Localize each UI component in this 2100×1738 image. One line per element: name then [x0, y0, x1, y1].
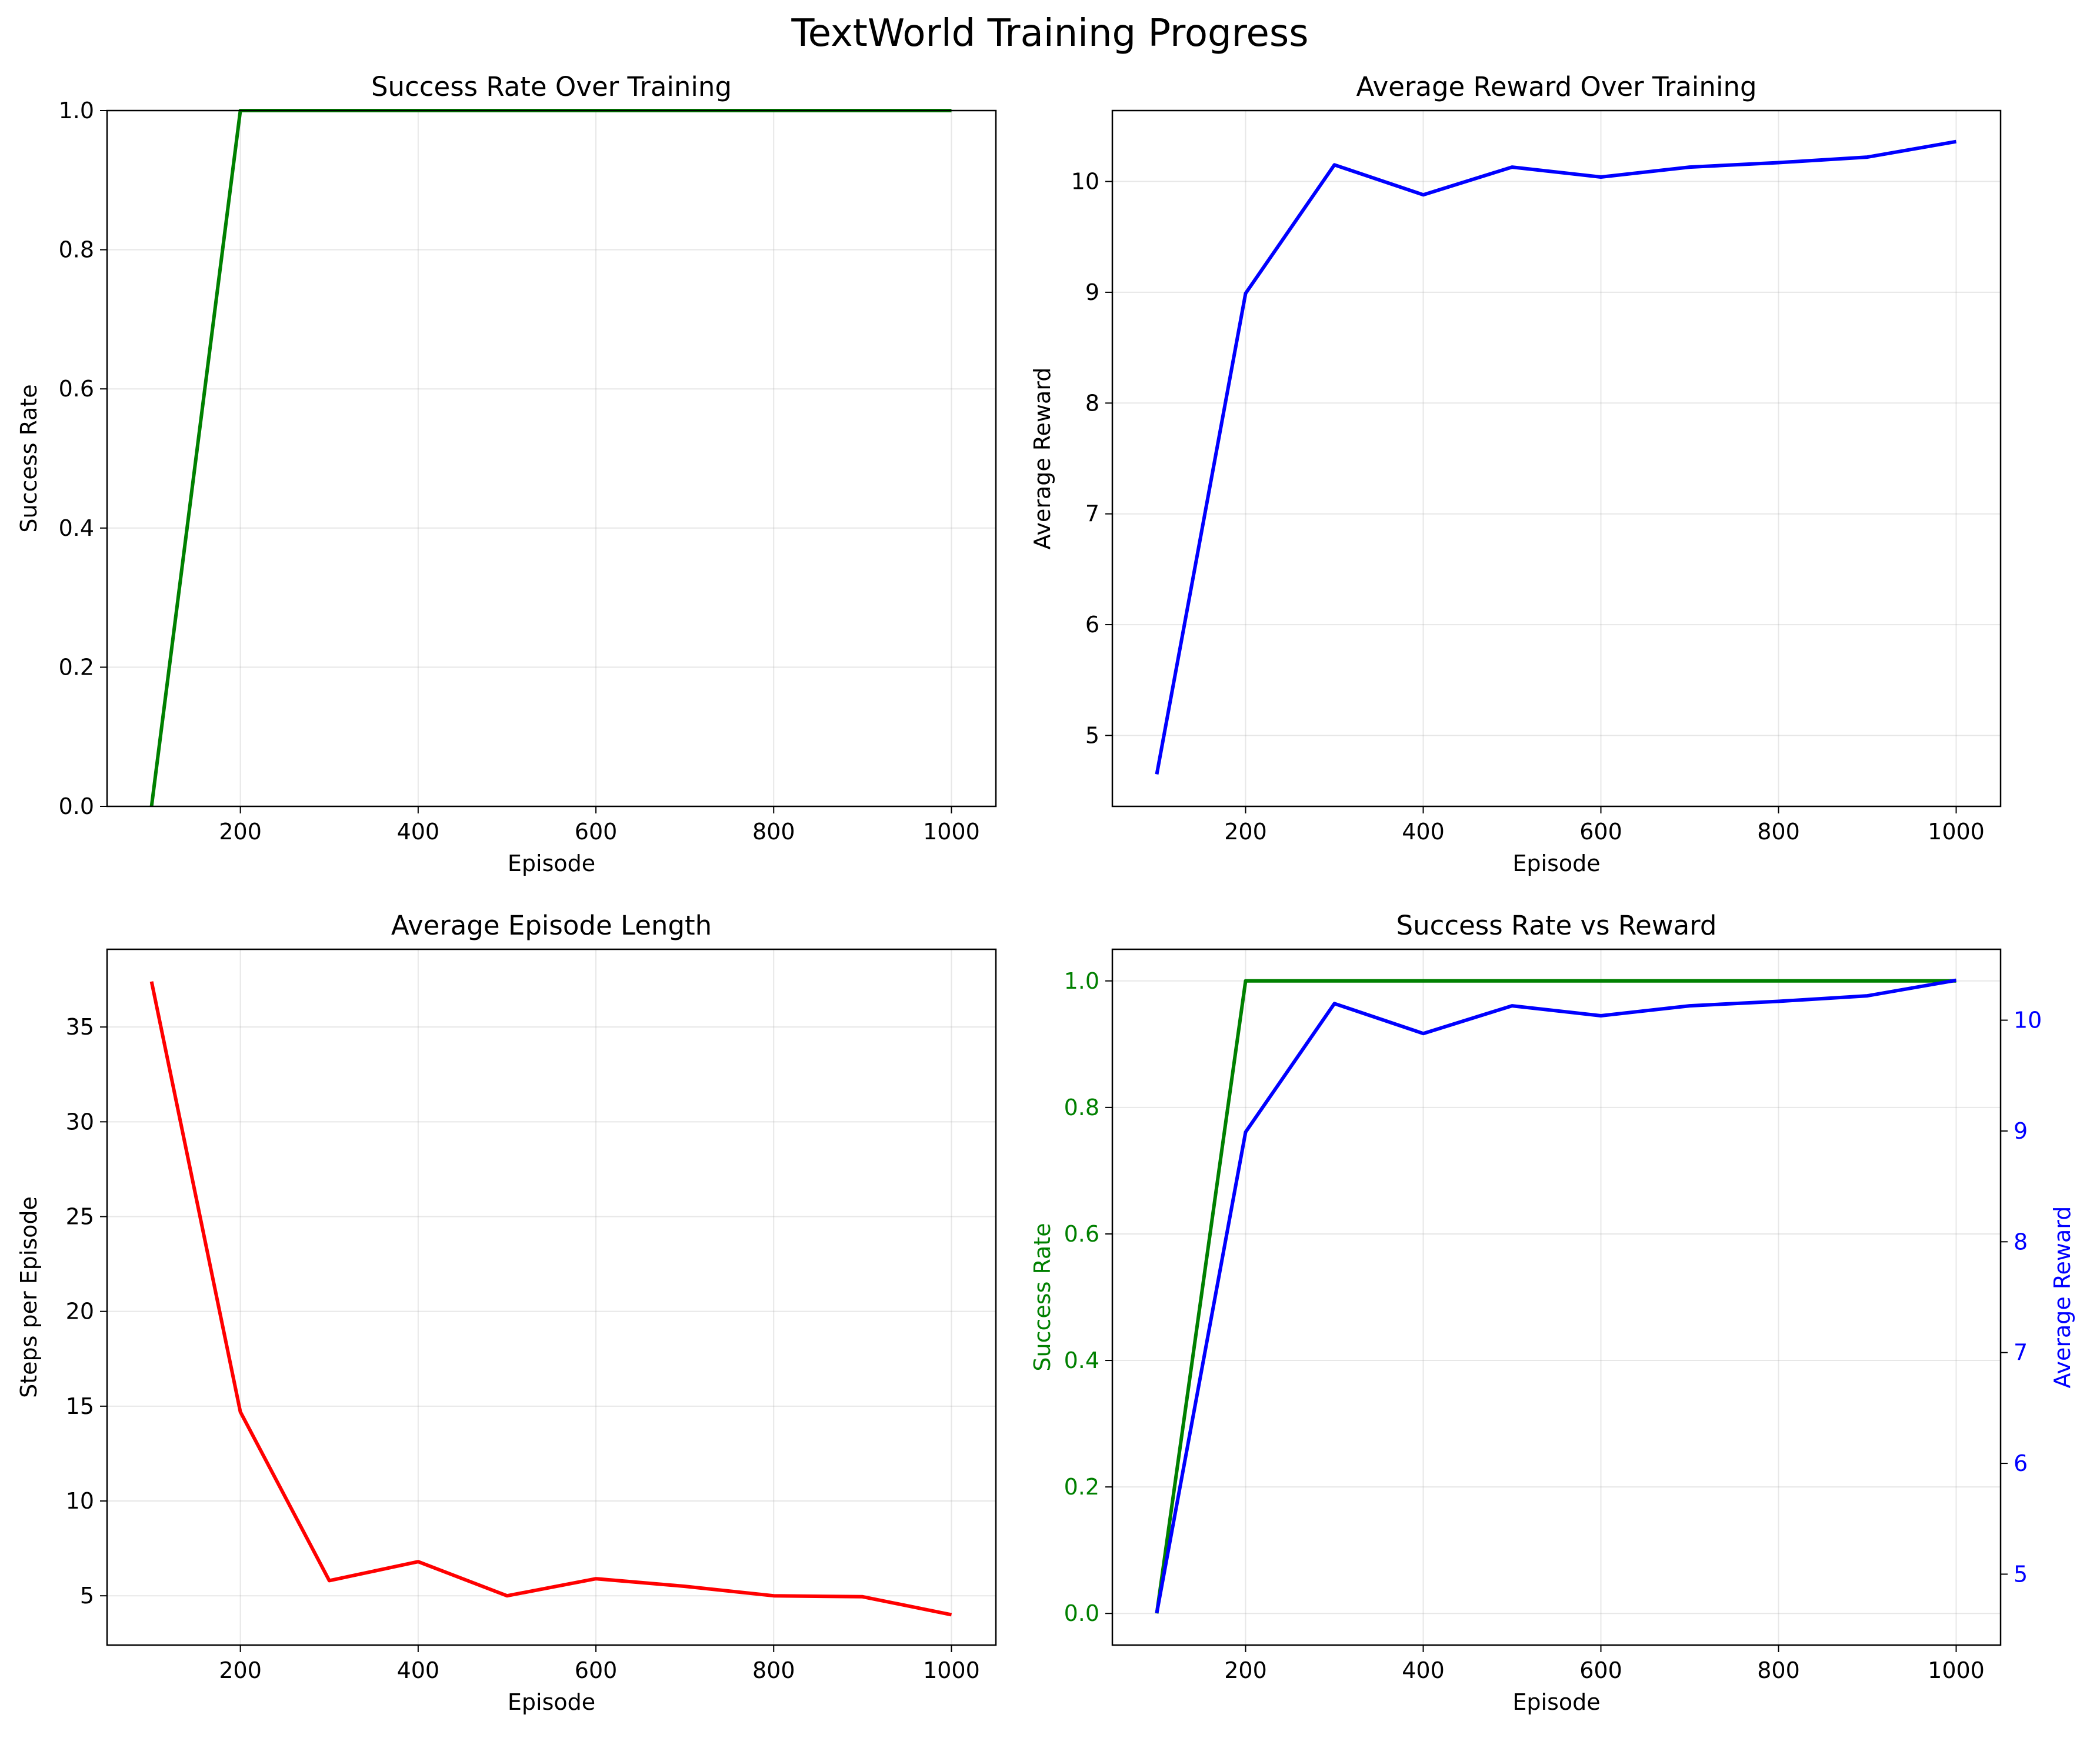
plot-frame [1111, 109, 2002, 808]
x-tick-label: 200 [1224, 1657, 1267, 1683]
y-tick-label: 8 [1085, 390, 1099, 416]
x-tick-label: 400 [397, 819, 440, 845]
y-tick-label: 0.0 [59, 793, 94, 819]
x-tick-label: 800 [1757, 1657, 1800, 1683]
y2-tick-label: 8 [2014, 1229, 2028, 1255]
y-tick-label: 30 [66, 1109, 94, 1135]
x-axis-label: Episode [508, 850, 595, 876]
x-tick-label: 600 [1579, 1657, 1622, 1683]
y-axis-label: Success Rate [16, 384, 42, 532]
plot-frame [106, 948, 997, 1646]
y-axis-label: Success Rate [1029, 1223, 1055, 1371]
y-tick-label: 5 [80, 1583, 94, 1609]
chart-combined: 200 400 600 800 1000 0.0 0.2 0.4 0.6 0.8 1.0 5 6 7 8 9 1… [1029, 910, 2075, 1715]
y-tick-label: 0.2 [1064, 1474, 1099, 1500]
series-line-1 [1155, 139, 1957, 775]
x-axis-label: Episode [508, 1689, 595, 1715]
x-axis-label: Episode [1512, 850, 1600, 876]
x-tick-label: 400 [1402, 819, 1445, 845]
plot-frame [1111, 948, 2002, 1646]
y-axis-label: Steps per Episode [16, 1196, 42, 1398]
y-tick-label: 10 [1071, 169, 1099, 195]
x-tick-label: 200 [219, 1657, 262, 1683]
y-tick-label: 0.8 [59, 237, 94, 263]
x-tick-label: 1000 [1928, 1657, 1985, 1683]
y-tick-label: 0.0 [1064, 1600, 1099, 1626]
x-axis-label: Episode [1512, 1689, 1600, 1715]
series-line-2 [1155, 978, 1957, 1613]
y-tick-label: 9 [1085, 279, 1099, 305]
x-tick-label: 600 [575, 1657, 618, 1683]
y-tick-label: 1.0 [1064, 968, 1099, 994]
x-tick-label: 200 [219, 819, 262, 845]
y-tick-label: 0.6 [59, 376, 94, 402]
y-tick-label: 7 [1085, 501, 1099, 527]
x-tick-label: 800 [752, 1657, 795, 1683]
y2-tick-label: 6 [2014, 1450, 2028, 1476]
y-tick-label: 0.2 [59, 654, 94, 680]
y-tick-label: 20 [66, 1299, 94, 1325]
x-tick-label: 600 [575, 819, 618, 845]
x-tick-label: 400 [1402, 1657, 1445, 1683]
chart-title: Average Episode Length [391, 910, 712, 941]
x-tick-label: 800 [1757, 819, 1800, 845]
y2-tick-label: 5 [2014, 1561, 2028, 1587]
x-tick-label: 1000 [923, 819, 980, 845]
chart-length: 200 400 600 800 1000 5 10 15 20 25 30 35 Average Epi… [16, 910, 997, 1715]
x-tick-label: 800 [752, 819, 795, 845]
x-tick-label: 400 [397, 1657, 440, 1683]
x-tick-label: 1000 [923, 1657, 980, 1683]
figure-title: TextWorld Training Progress [791, 12, 1308, 55]
y-tick-label: 25 [66, 1204, 94, 1230]
x-tick-label: 1000 [1928, 819, 1985, 845]
y-tick-label: 0.6 [1064, 1221, 1099, 1247]
y2-axis-label: Average Reward [2049, 1206, 2075, 1389]
y-tick-label: 5 [1085, 722, 1099, 748]
y-tick-label: 35 [66, 1014, 94, 1040]
plot-frame [106, 109, 997, 808]
y-tick-label: 0.4 [1064, 1347, 1099, 1373]
y2-tick-label: 7 [2014, 1340, 2028, 1366]
series-line-1 [149, 981, 952, 1617]
y2-tick-label: 10 [2014, 1008, 2042, 1033]
chart-reward: 200 400 600 800 1000 5 6 7 8 9 10 Average Reward Ov… [1029, 71, 2002, 876]
x-tick-label: 600 [1579, 819, 1622, 845]
chart-title: Average Reward Over Training [1356, 71, 1756, 102]
y-tick-label: 6 [1085, 612, 1099, 638]
chart-title: Success Rate Over Training [371, 71, 732, 102]
x-tick-label: 200 [1224, 819, 1267, 845]
y-axis-label: Average Reward [1029, 368, 1055, 550]
series-line-1 [149, 109, 952, 807]
y-tick-label: 10 [66, 1488, 94, 1514]
y-tick-label: 0.8 [1064, 1095, 1099, 1120]
y-tick-label: 0.4 [59, 515, 94, 541]
chart-success: 200 400 600 800 1000 0.0 0.2 0.4 0.6 0.8 1.0 Succes… [16, 71, 997, 876]
series-line-1 [1155, 979, 1956, 1614]
y-tick-label: 15 [66, 1393, 94, 1419]
y-tick-label: 1.0 [59, 98, 94, 124]
y2-tick-label: 9 [2014, 1118, 2028, 1144]
chart-title: Success Rate vs Reward [1396, 910, 1717, 941]
